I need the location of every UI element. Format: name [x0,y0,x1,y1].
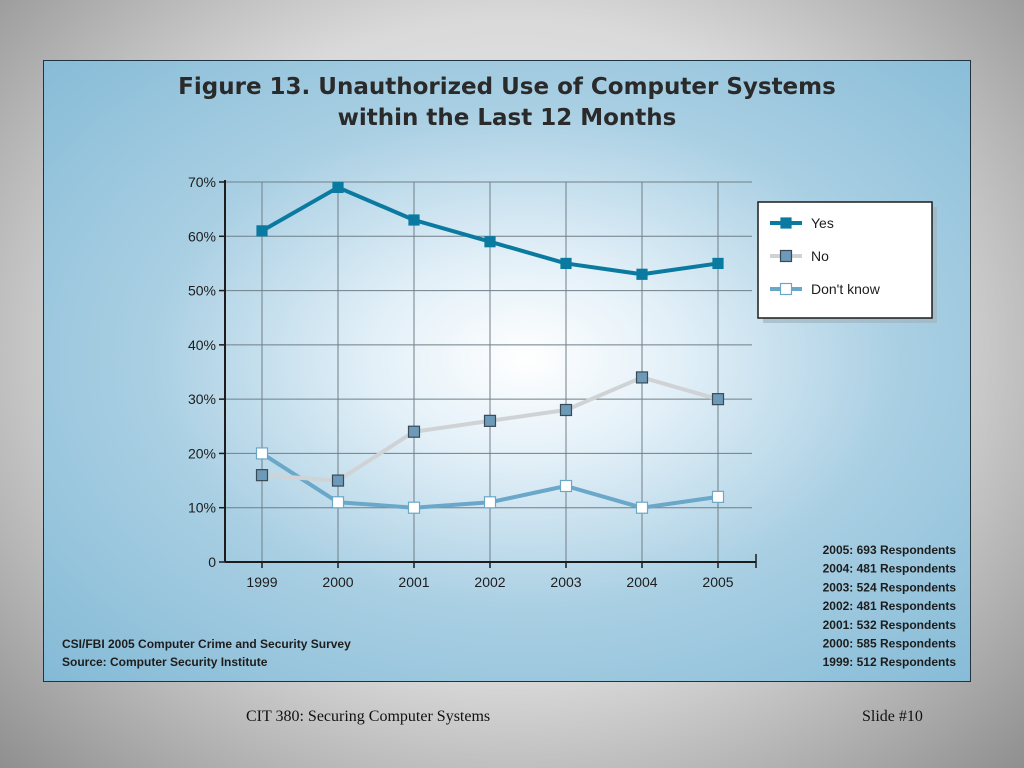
legend-marker-no [779,249,793,263]
footer-slide-number: Slide #10 [862,708,923,725]
respondents-line: 2005: 693 Respondents [823,543,957,557]
data-point-yes [332,181,344,194]
data-point-don-t-know [407,501,421,514]
data-point-yes [484,236,496,248]
x-tick-label: 2005 [702,574,733,590]
data-point-no [255,469,269,482]
y-tick-label: 30% [188,391,216,407]
y-tick-label: 70% [188,174,216,190]
legend-label-don-t-know: Don't know [811,281,881,297]
y-tick-label: 10% [188,500,216,516]
y-tick-label: 0 [208,554,216,570]
respondents-line: 2001: 532 Respondents [823,618,957,632]
data-point-no [331,474,345,487]
x-tick-label: 2001 [398,574,429,590]
x-tick-label: 2002 [474,574,505,590]
data-point-yes [712,257,724,270]
data-point-don-t-know [255,447,269,460]
data-point-no [635,371,649,384]
respondents-line: 2003: 524 Respondents [823,580,957,594]
data-point-no [407,425,421,438]
legend-label-no: No [811,248,829,264]
source-line: Source: Computer Security Institute [62,655,268,669]
data-point-no [559,403,573,417]
respondents-line: 1999: 512 Respondents [823,655,957,669]
source-line: CSI/FBI 2005 Computer Crime and Security… [62,637,351,651]
data-point-yes [560,257,572,270]
chart-title-line-2: within the Last 12 Months [338,105,677,131]
legend-label-yes: Yes [811,215,834,231]
respondents-list: 2005: 693 Respondents 2004: 481 Responden… [823,543,957,669]
data-point-don-t-know [711,490,725,503]
data-point-yes [636,268,648,280]
x-tick-label: 2004 [626,574,657,590]
line-chart: Figure 13. Unauthorized Use of Computer … [62,74,957,669]
series-layer [255,181,725,514]
respondents-line: 2000: 585 Respondents [823,637,957,651]
data-point-don-t-know [559,479,573,493]
legend-marker-yes [780,217,792,229]
y-tick-label: 40% [188,337,216,353]
data-point-no [711,393,725,406]
legend-marker-don-t-know [779,282,793,296]
x-tick-label: 2003 [550,574,581,590]
respondents-line: 2004: 481 Respondents [823,562,957,576]
chart-figure-panel: Figure 13. Unauthorized Use of Computer … [43,60,971,682]
respondents-line: 2002: 481 Respondents [823,599,957,613]
chart-title-line-1: Figure 13. Unauthorized Use of Computer … [178,74,836,100]
y-tick-label: 50% [188,283,216,299]
data-point-don-t-know [331,496,345,509]
data-point-yes [408,214,420,226]
axis-layer: 0 10% 20% 30% 40% 50% 60% 70% 1999 2000 2001 2002 20… [188,174,757,590]
legend: Yes No Don't know [757,201,937,323]
data-point-no [483,414,497,427]
data-point-yes [256,225,268,237]
y-tick-label: 60% [188,228,216,244]
x-tick-label: 1999 [246,574,277,590]
y-tick-label: 20% [188,445,216,461]
source-note: CSI/FBI 2005 Computer Crime and Security… [62,637,351,669]
data-point-don-t-know [483,496,497,509]
data-point-don-t-know [635,501,649,514]
x-tick-label: 2000 [322,574,353,590]
footer-course-title: CIT 380: Securing Computer Systems [246,708,491,725]
